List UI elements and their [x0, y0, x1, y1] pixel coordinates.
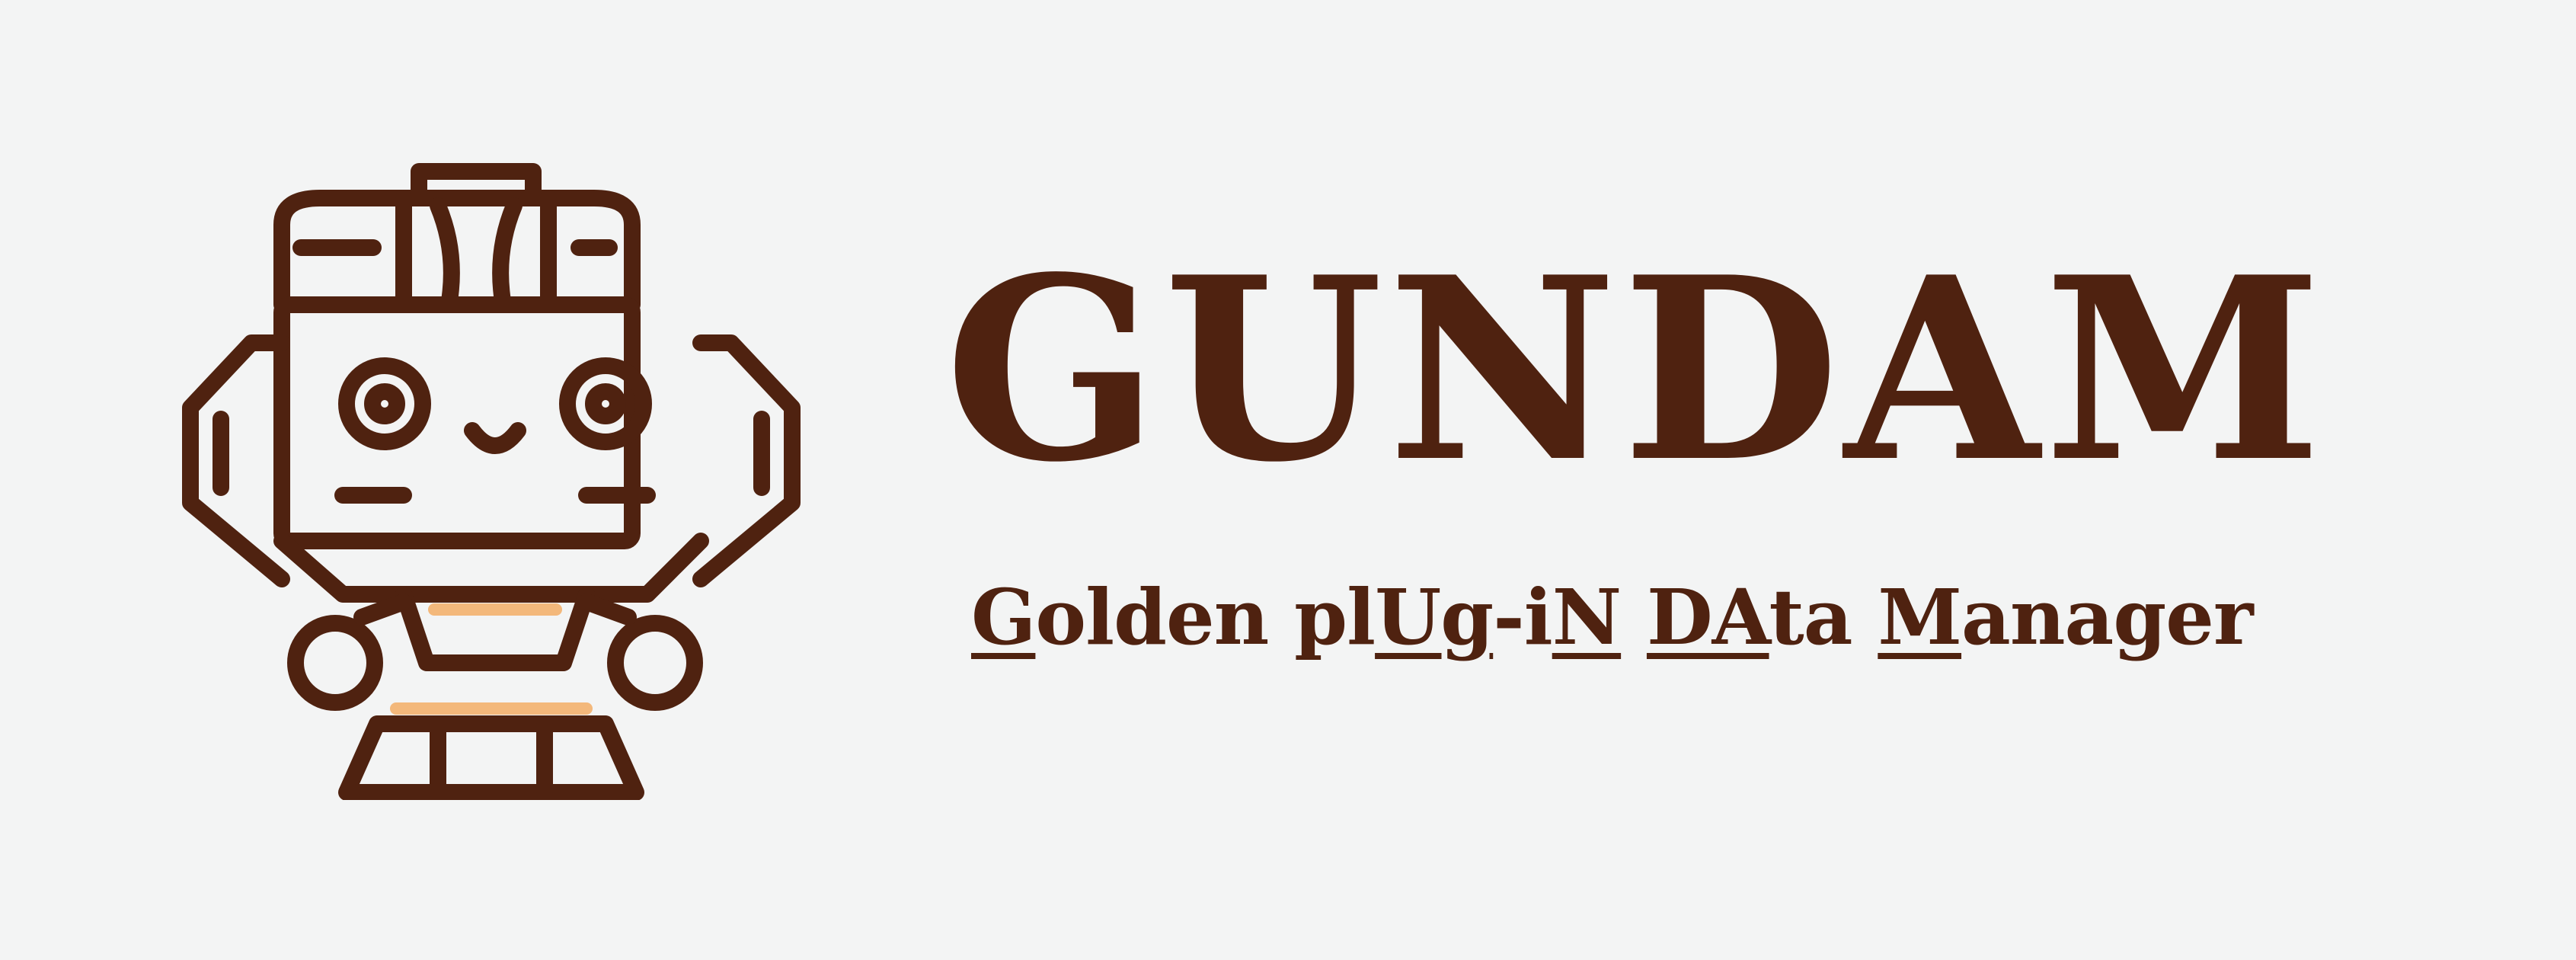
- subtitle-part: N: [1552, 572, 1622, 662]
- logo-subtitle: Golden plUg-iN DAta Manager: [971, 575, 2495, 659]
- subtitle-part: [1621, 572, 1647, 662]
- subtitle-part: anager: [1961, 572, 2254, 662]
- subtitle-part: -i: [1493, 572, 1552, 662]
- subtitle-part: G: [971, 572, 1036, 662]
- subtitle-part: M: [1878, 572, 1962, 662]
- subtitle-part: ta: [1769, 572, 1878, 662]
- robot-mascot-icon: [182, 163, 801, 800]
- subtitle-part: Ug: [1375, 572, 1494, 662]
- subtitle-part: DA: [1646, 572, 1770, 662]
- logo-title: GUNDAM: [944, 222, 2327, 517]
- subtitle-part: olden pl: [1035, 572, 1376, 662]
